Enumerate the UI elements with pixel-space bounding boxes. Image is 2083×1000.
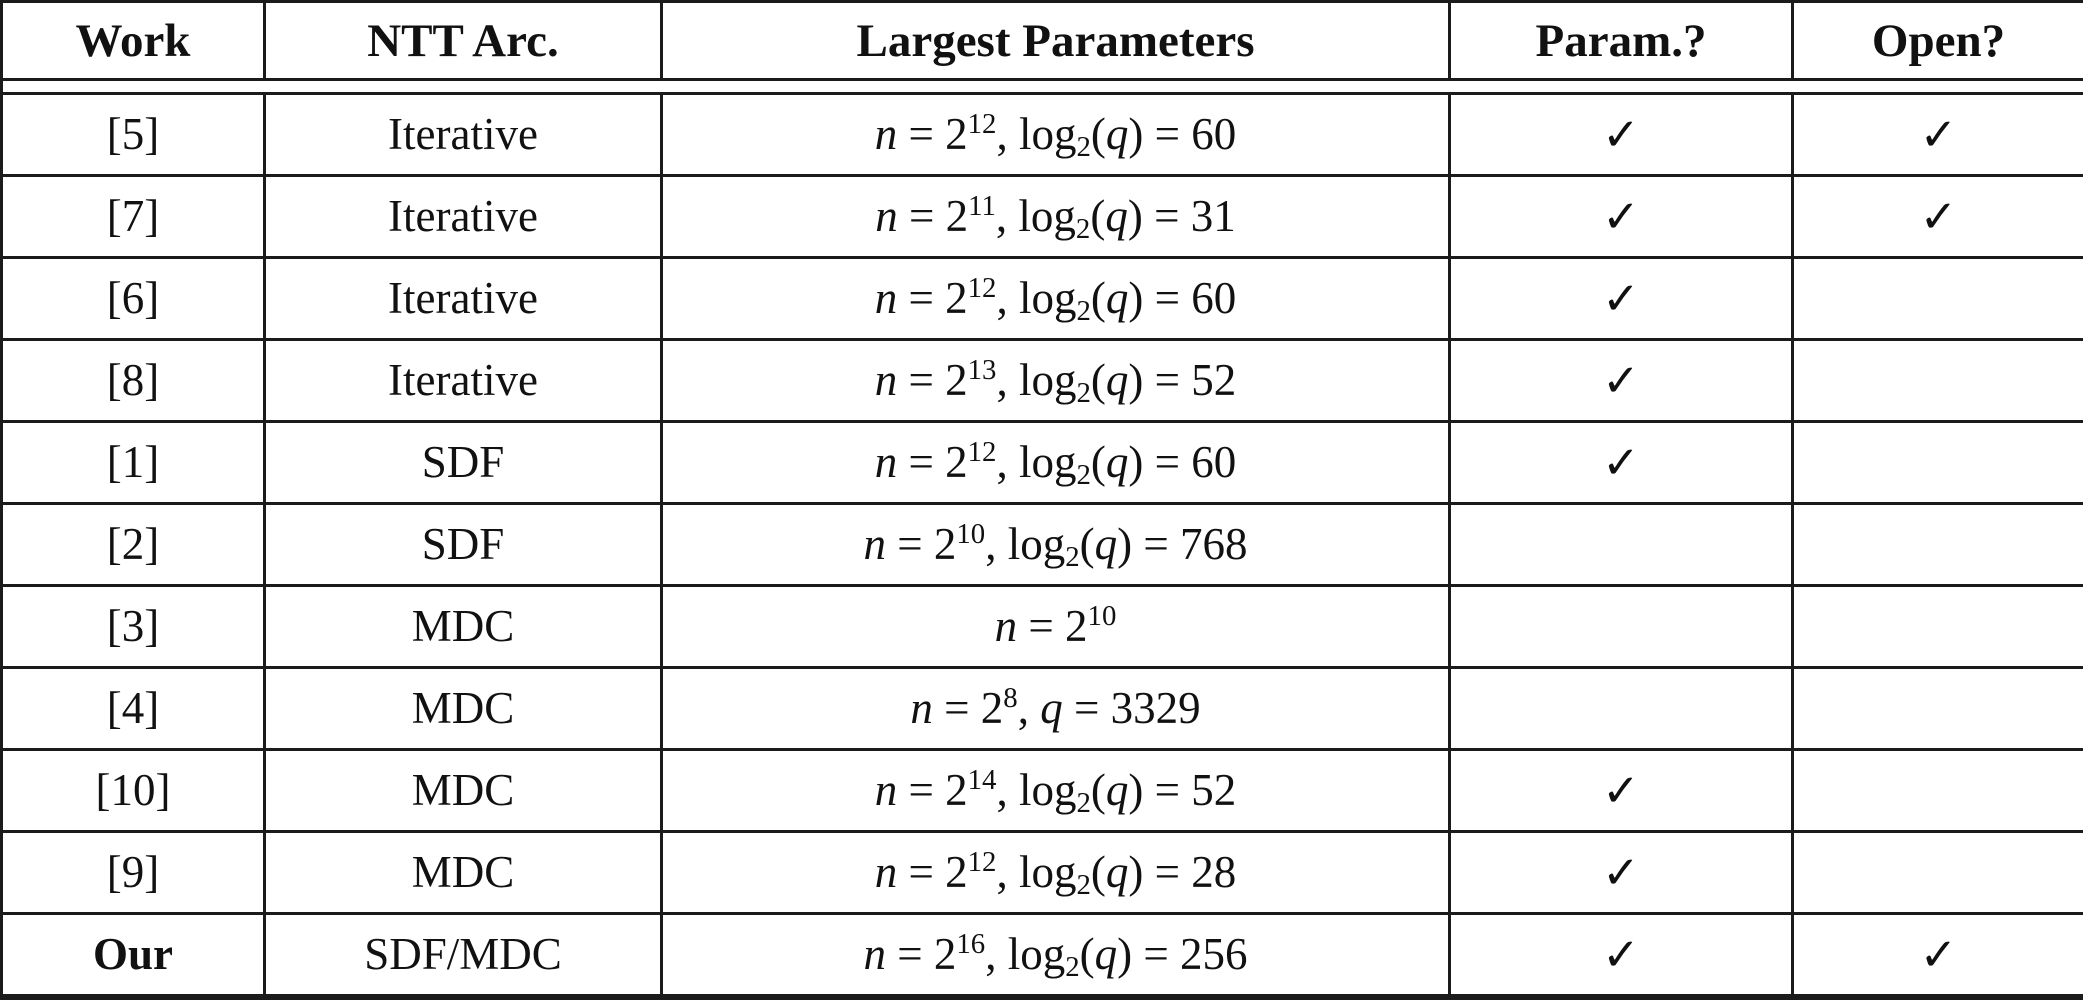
param-check: ✓ [1448, 92, 1794, 177]
param-check: ✓ [1448, 420, 1794, 505]
work-cell: [9] [0, 830, 266, 915]
open-check [1791, 748, 2083, 833]
params-cell: n = 212, log2(q) = 60 [660, 256, 1451, 341]
header-ntt-arc: NTT Arc. [263, 0, 663, 81]
work-cell: [8] [0, 338, 266, 423]
open-check [1791, 502, 2083, 587]
table-row: [4] MDC n = 28, q = 3329 [0, 666, 2083, 751]
param-check: ✓ [1448, 174, 1794, 259]
open-check [1791, 830, 2083, 915]
work-cell: [2] [0, 502, 266, 587]
open-check [1791, 420, 2083, 505]
open-check: ✓ [1791, 174, 2083, 259]
work-cell: [1] [0, 420, 266, 505]
table-row: [5] Iterative n = 212, log2(q) = 60 ✓ ✓ [0, 92, 2083, 177]
param-check [1448, 584, 1794, 669]
work-cell: [7] [0, 174, 266, 259]
header-work: Work [0, 0, 266, 81]
arch-cell: MDC [263, 666, 663, 751]
params-cell: n = 212, log2(q) = 60 [660, 92, 1451, 177]
arch-cell: Iterative [263, 256, 663, 341]
work-cell: [5] [0, 92, 266, 177]
header-row: Work NTT Arc. Largest Parameters Param.?… [0, 0, 2083, 81]
open-check [1791, 256, 2083, 341]
params-cell: n = 210, log2(q) = 768 [660, 502, 1451, 587]
params-cell: n = 212, log2(q) = 60 [660, 420, 1451, 505]
param-check: ✓ [1448, 748, 1794, 833]
params-cell: n = 213, log2(q) = 52 [660, 338, 1451, 423]
arch-cell: Iterative [263, 174, 663, 259]
param-check: ✓ [1448, 256, 1794, 341]
arch-cell: SDF/MDC [263, 912, 663, 999]
table-row: [8] Iterative n = 213, log2(q) = 52 ✓ [0, 338, 2083, 423]
arch-cell: SDF [263, 420, 663, 505]
table-row: [7] Iterative n = 211, log2(q) = 31 ✓ ✓ [0, 174, 2083, 259]
arch-cell: Iterative [263, 338, 663, 423]
open-check [1791, 338, 2083, 423]
work-cell: [4] [0, 666, 266, 751]
work-cell: Our [0, 912, 266, 999]
arch-cell: MDC [263, 830, 663, 915]
header-parameterizable: Param.? [1448, 0, 1794, 81]
params-cell: n = 28, q = 3329 [660, 666, 1451, 751]
table-row: [6] Iterative n = 212, log2(q) = 60 ✓ [0, 256, 2083, 341]
params-cell: n = 211, log2(q) = 31 [660, 174, 1451, 259]
arch-cell: SDF [263, 502, 663, 587]
work-cell: [6] [0, 256, 266, 341]
open-check: ✓ [1791, 92, 2083, 177]
params-cell: n = 216, log2(q) = 256 [660, 912, 1451, 999]
param-check [1448, 502, 1794, 587]
work-cell: [10] [0, 748, 266, 833]
table-row: [2] SDF n = 210, log2(q) = 768 [0, 502, 2083, 587]
open-check [1791, 584, 2083, 669]
table-row: [3] MDC n = 210 [0, 584, 2083, 669]
table-row: Our SDF/MDC n = 216, log2(q) = 256 ✓ ✓ [0, 912, 2083, 999]
param-check: ✓ [1448, 338, 1794, 423]
arch-cell: MDC [263, 584, 663, 669]
params-cell: n = 210 [660, 584, 1451, 669]
header-largest-parameters: Largest Parameters [660, 0, 1451, 81]
param-check [1448, 666, 1794, 751]
table-row: [10] MDC n = 214, log2(q) = 52 ✓ [0, 748, 2083, 833]
params-cell: n = 212, log2(q) = 28 [660, 830, 1451, 915]
open-check: ✓ [1791, 912, 2083, 999]
open-check [1791, 666, 2083, 751]
params-cell: n = 214, log2(q) = 52 [660, 748, 1451, 833]
double-rule-gap [1, 78, 2083, 95]
header-open: Open? [1791, 0, 2083, 81]
arch-cell: MDC [263, 748, 663, 833]
arch-cell: Iterative [263, 92, 663, 177]
param-check: ✓ [1448, 912, 1794, 999]
table-row: [9] MDC n = 212, log2(q) = 28 ✓ [0, 830, 2083, 915]
param-check: ✓ [1448, 830, 1794, 915]
work-cell: [3] [0, 584, 266, 669]
table-row: [1] SDF n = 212, log2(q) = 60 ✓ [0, 420, 2083, 505]
